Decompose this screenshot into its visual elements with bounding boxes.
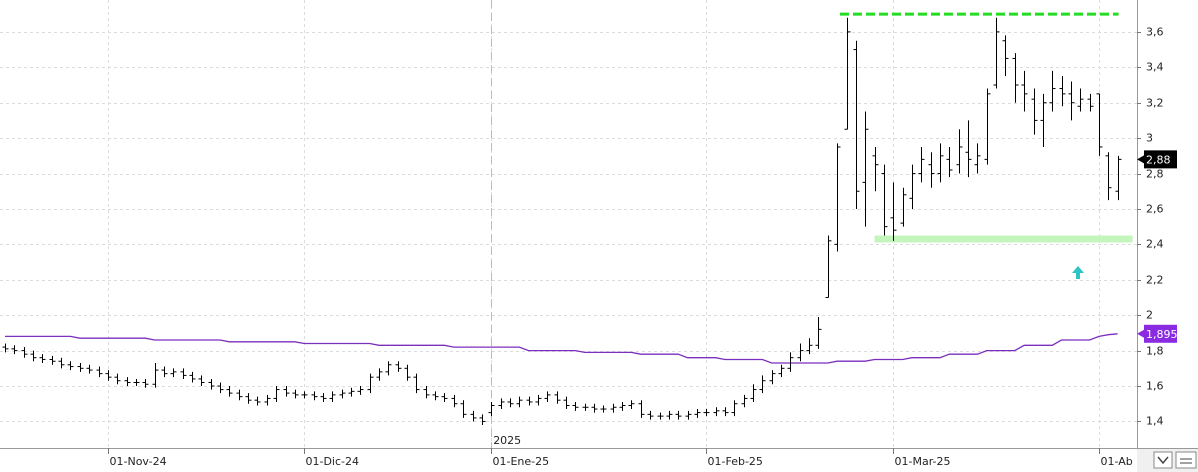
y-tick-label: 3,6	[1146, 26, 1164, 39]
grid	[0, 0, 1137, 448]
y-tick-label: 1,8	[1146, 345, 1164, 358]
y-tick-label: 2,6	[1146, 203, 1164, 216]
config-button[interactable]	[1175, 451, 1197, 469]
moving-average-line	[5, 333, 1118, 364]
x-tick-label: 01-Nov-24	[110, 455, 167, 468]
last-average-tag	[1144, 324, 1177, 343]
zoom-button[interactable]	[1153, 451, 1173, 469]
last-price-tag-label: 2,88	[1146, 153, 1171, 166]
x-tick-label: 01-Mar-25	[895, 455, 951, 468]
y-tick-label: 3,4	[1146, 61, 1164, 74]
y-tick-label: 2,2	[1146, 274, 1164, 287]
y-tick-label: 3	[1146, 132, 1153, 145]
arrow-icon	[1072, 266, 1084, 279]
last-average-tag-label: 1,895	[1146, 328, 1178, 341]
year-label: 2025	[493, 434, 521, 447]
y-tick-label: 1,4	[1146, 415, 1164, 428]
y-tick-label: 2	[1146, 309, 1153, 322]
last-price-tag	[1144, 150, 1177, 169]
x-tick-label: 01-Feb-25	[708, 455, 763, 468]
y-tick-label: 1,6	[1146, 380, 1164, 393]
last-average-tag-pointer	[1137, 329, 1144, 338]
y-tick-label: 3,2	[1146, 97, 1164, 110]
y-tick-label: 2,8	[1146, 168, 1164, 181]
x-tick-label: 01-Ene-25	[493, 455, 550, 468]
x-tick-label: 01-Dic-24	[306, 455, 360, 468]
x-tick-label: 01-Ab	[1101, 455, 1133, 468]
last-price-tag-pointer	[1137, 155, 1144, 164]
y-tick-label: 2,4	[1146, 238, 1164, 251]
